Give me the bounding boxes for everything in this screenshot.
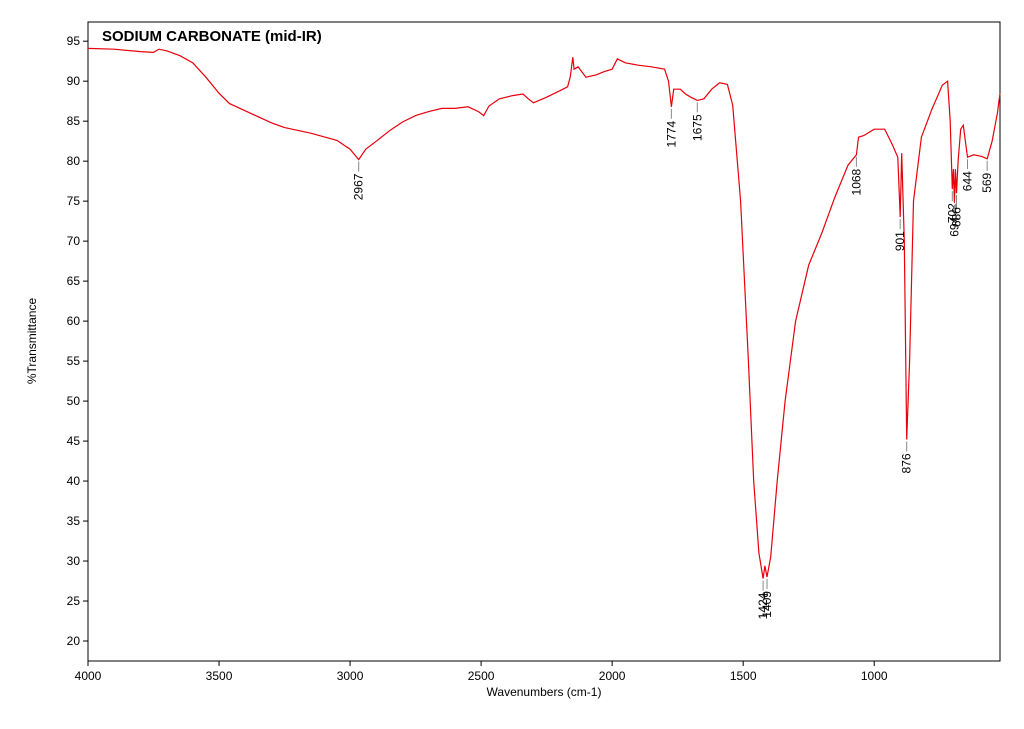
y-tick-label: 20 <box>67 634 81 648</box>
peak-label: 901 <box>893 231 907 251</box>
y-tick-label: 85 <box>67 114 81 128</box>
peak-label: 1424 <box>756 592 770 619</box>
y-tick-label: 60 <box>67 314 81 328</box>
peak-label: 1068 <box>849 168 863 195</box>
y-tick-label: 30 <box>67 554 81 568</box>
peak-label: 694 <box>947 216 961 236</box>
x-tick-label: 3000 <box>337 669 364 683</box>
x-tick-label: 1000 <box>861 669 888 683</box>
y-tick-label: 40 <box>67 474 81 488</box>
peak-label: 1774 <box>664 120 678 147</box>
y-tick-label: 35 <box>67 514 81 528</box>
x-tick-label: 2500 <box>468 669 495 683</box>
y-tick-label: 25 <box>67 594 81 608</box>
x-tick-label: 2000 <box>599 669 626 683</box>
chart-title: SODIUM CARBONATE (mid-IR) <box>102 28 322 45</box>
y-tick-label: 55 <box>67 354 81 368</box>
y-tick-label: 90 <box>67 74 81 88</box>
y-tick-label: 95 <box>67 34 81 48</box>
peak-label: 644 <box>961 171 975 191</box>
peak-label: 876 <box>900 453 914 473</box>
peak-label: 569 <box>980 172 994 192</box>
spectrum-line <box>87 47 1001 579</box>
y-tick-label: 70 <box>67 234 81 248</box>
peak-label: 2967 <box>352 173 366 200</box>
y-tick-label: 50 <box>67 394 81 408</box>
x-tick-label: 3500 <box>206 669 233 683</box>
peak-label: 686 <box>949 207 963 227</box>
y-tick-label: 80 <box>67 154 81 168</box>
plot-frame <box>87 21 1001 662</box>
x-tick-label: 1500 <box>730 669 757 683</box>
y-tick-label: 45 <box>67 434 81 448</box>
peak-label: 702 <box>945 203 959 223</box>
y-tick-label: 75 <box>67 194 81 208</box>
peak-label: 1409 <box>760 591 774 618</box>
y-axis-label: %Transmittance <box>25 298 39 385</box>
y-tick-label: 65 <box>67 274 81 288</box>
x-tick-label: 4000 <box>75 669 102 683</box>
peak-label: 1675 <box>690 114 704 141</box>
x-axis-label: Wavenumbers (cm-1) <box>487 685 602 699</box>
